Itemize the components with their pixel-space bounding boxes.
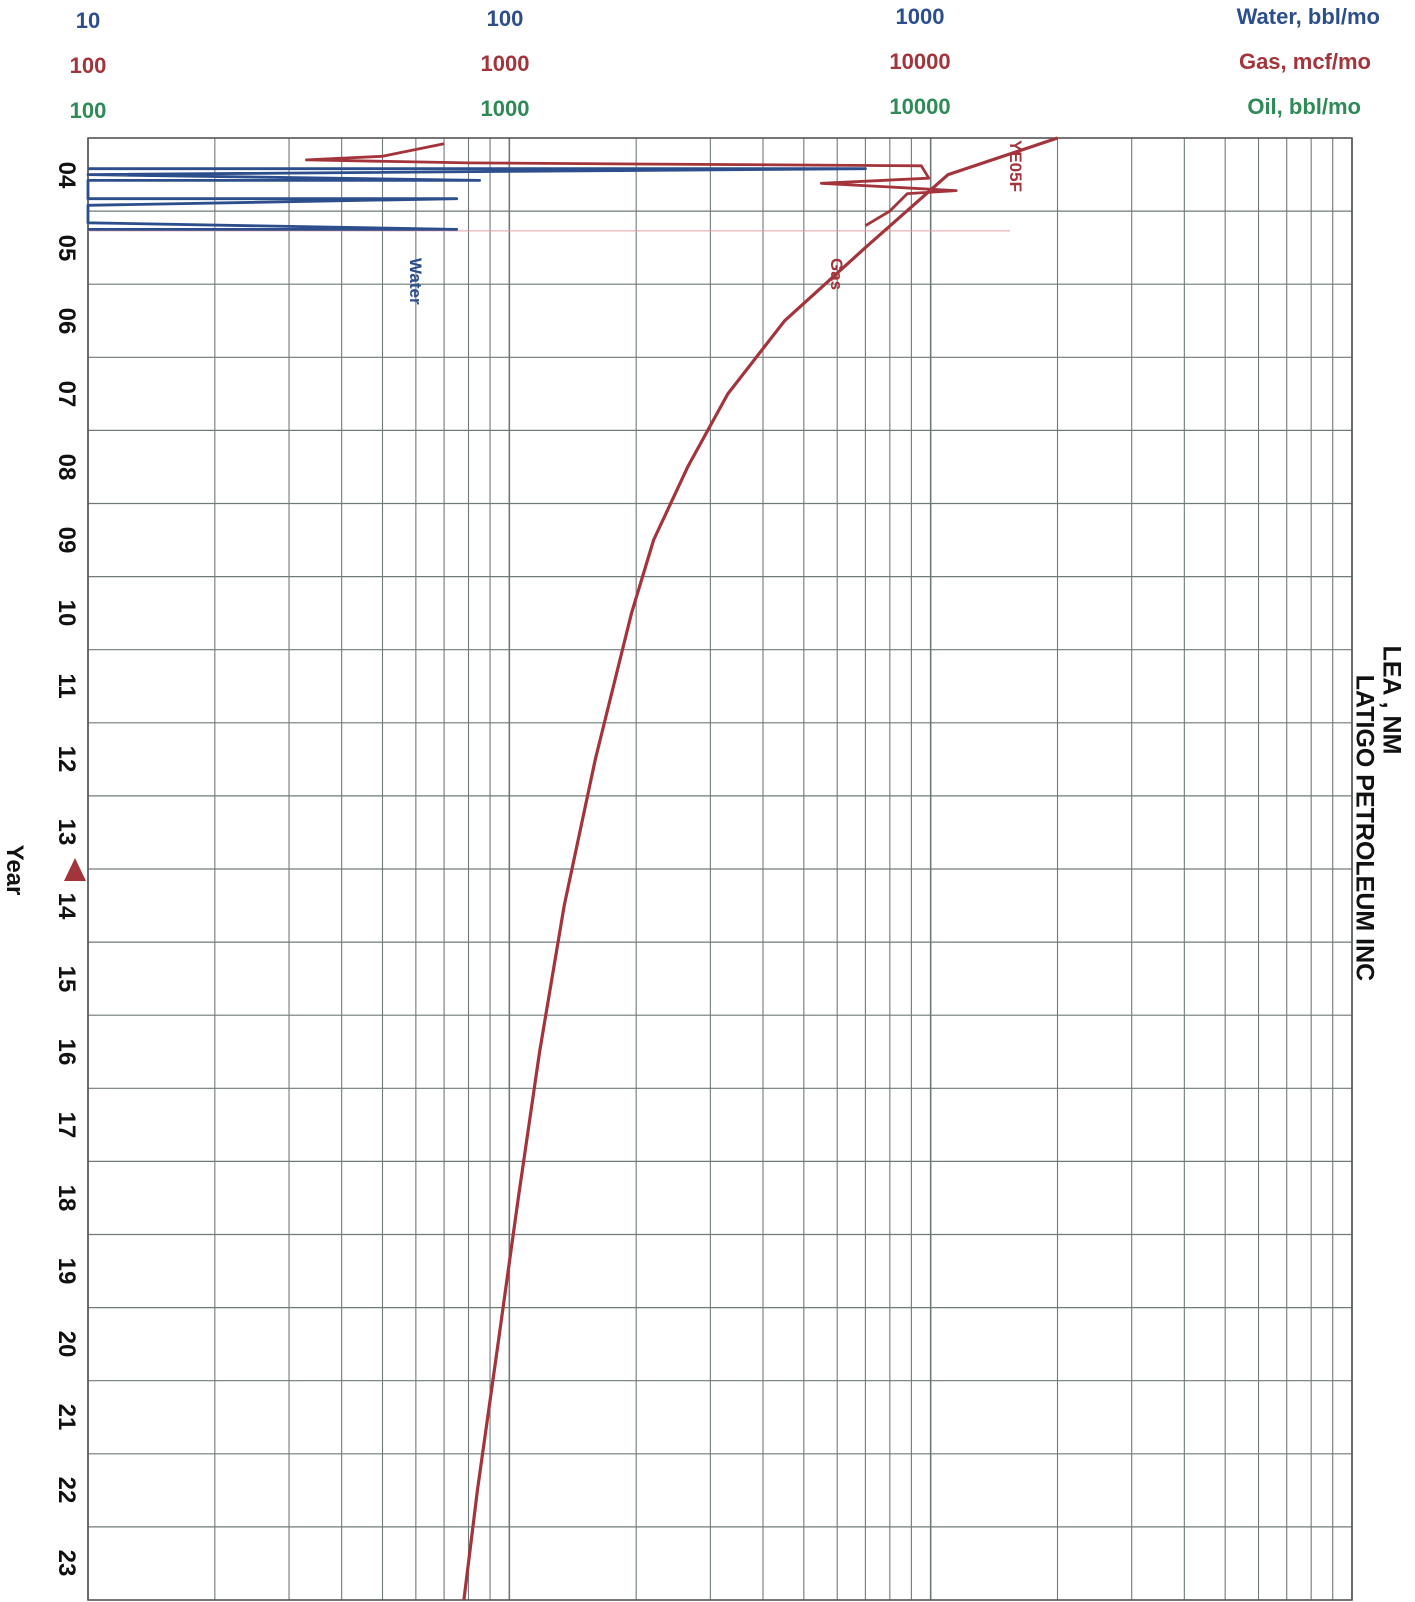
- operator-name: LATIGO PETROLEUM INC: [1350, 674, 1379, 982]
- year-tick-label: 06: [53, 307, 80, 335]
- gas-scale-tick-100: 100: [69, 53, 107, 78]
- plot-border: [87, 137, 1353, 1601]
- year-tick-label: 14: [53, 892, 80, 919]
- year-tick-label: 12: [53, 745, 80, 773]
- water-unit-label: Water, bbl/mo: [1236, 4, 1380, 29]
- gas-unit-label: Gas, mcf/mo: [1238, 49, 1371, 74]
- year-tick-label: 05: [53, 234, 80, 261]
- year-tick-label: 21: [53, 1403, 80, 1431]
- year-tick-label: 09: [53, 526, 80, 554]
- water-scale-row: 10 100 1000 Water, bbl/mo: [0, 0, 1415, 40]
- water-scale-tick-100: 100: [486, 6, 524, 31]
- year-tick-label: 20: [53, 1330, 80, 1358]
- year-tick-label: 16: [53, 1038, 80, 1066]
- series-ye05f-line: [462, 136, 1059, 1601]
- year-axis-label: Year: [1, 844, 28, 896]
- oil-unit-label: Oil, bbl/mo: [1247, 94, 1361, 119]
- curve-label-ye05f: YE05F: [1006, 140, 1025, 192]
- gas-scale-tick-1000: 1000: [480, 51, 530, 76]
- gas-scale-tick-10000: 10000: [889, 49, 951, 74]
- forecast-start-marker: [64, 858, 86, 881]
- year-tick-label: 22: [53, 1476, 80, 1504]
- year-tick-label: 08: [53, 453, 80, 481]
- series-gas-line: [305, 142, 958, 227]
- year-tick-label: 15: [53, 965, 80, 992]
- oil-scale-tick-10000: 10000: [889, 94, 951, 119]
- year-tick-label: 17: [53, 1111, 80, 1139]
- series-water-line: [86, 167, 867, 231]
- water-scale-tick-1000: 1000: [895, 4, 945, 29]
- year-tick-label: 10: [53, 599, 80, 627]
- year-tick-label: 19: [53, 1257, 80, 1285]
- year-tick-label: 18: [53, 1184, 80, 1212]
- water-scale-tick-10: 10: [75, 8, 101, 33]
- gas-scale-row: 100 1000 10000 Gas, mcf/mo: [0, 45, 1415, 85]
- oil-scale-row: 100 1000 10000 Oil, bbl/mo: [0, 90, 1415, 130]
- year-tick-label: 11: [53, 673, 80, 699]
- year-tick-label: 23: [53, 1550, 80, 1577]
- year-tick-label: 13: [53, 819, 80, 846]
- oil-scale-tick-100: 100: [69, 98, 107, 123]
- lease-location: LEA , NM: [1377, 645, 1406, 755]
- curve-label-water: Water: [406, 258, 425, 305]
- curve-label-gas: Gas: [827, 258, 846, 290]
- year-tick-label: 04: [53, 161, 80, 188]
- oil-scale-tick-1000: 1000: [480, 96, 530, 121]
- year-tick-label: 07: [53, 380, 80, 408]
